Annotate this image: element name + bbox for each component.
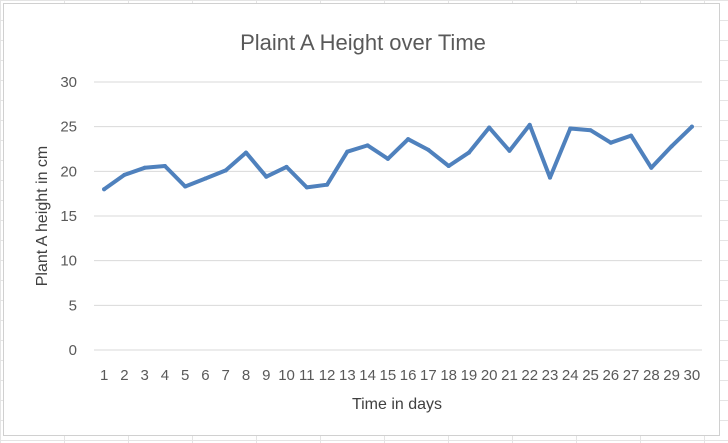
x-axis-title: Time in days [352, 396, 442, 413]
data-point-day-20[interactable] [487, 125, 492, 130]
x-tick-label-28: 28 [643, 367, 660, 384]
x-tick-label-3: 3 [140, 367, 148, 384]
data-point-day-27[interactable] [629, 133, 634, 138]
data-point-day-11[interactable] [304, 185, 309, 190]
x-tick-label-1: 1 [100, 367, 108, 384]
x-tick-label-2: 2 [120, 367, 128, 384]
data-point-day-4[interactable] [162, 163, 167, 168]
x-tick-label-23: 23 [542, 367, 559, 384]
x-tick-label-22: 22 [521, 367, 538, 384]
data-point-day-16[interactable] [406, 137, 411, 142]
x-tick-label-24: 24 [562, 367, 579, 384]
x-tick-label-30: 30 [684, 367, 701, 384]
x-tick-label-9: 9 [262, 367, 270, 384]
y-tick-label-20: 20 [60, 163, 77, 180]
x-tick-label-7: 7 [222, 367, 230, 384]
x-tick-label-11: 11 [299, 367, 315, 384]
data-point-day-8[interactable] [244, 150, 248, 155]
x-tick-label-18: 18 [440, 367, 457, 384]
x-tick-label-27: 27 [623, 367, 640, 384]
data-point-day-12[interactable] [325, 182, 330, 187]
data-point-day-1[interactable] [102, 187, 107, 192]
y-tick-label-30: 30 [60, 74, 77, 91]
data-point-day-10[interactable] [284, 164, 289, 169]
y-tick-label-15: 15 [60, 208, 77, 225]
x-tick-label-25: 25 [582, 367, 599, 384]
x-axis-ticks: 1 2 3 4 5 6 7 8 9 10 11 12 13 14 15 16 17 18 19 20 21 22 23 24 2… [100, 367, 700, 384]
y-tick-label-0: 0 [69, 342, 77, 359]
data-point-day-25[interactable] [588, 128, 593, 133]
x-tick-label-8: 8 [242, 367, 250, 384]
data-point-day-17[interactable] [426, 147, 431, 152]
x-tick-label-29: 29 [663, 367, 680, 384]
data-point-day-5[interactable] [183, 184, 188, 189]
x-tick-label-12: 12 [319, 367, 336, 384]
data-point-day-21[interactable] [507, 148, 512, 153]
x-tick-label-15: 15 [380, 367, 397, 384]
chart-area[interactable] [3, 3, 720, 436]
gridlines [94, 81, 702, 351]
data-point-day-18[interactable] [446, 163, 451, 168]
data-point-day-29[interactable] [669, 144, 674, 149]
x-tick-label-19: 19 [461, 367, 478, 384]
y-tick-label-10: 10 [60, 253, 77, 270]
data-point-day-30[interactable] [689, 124, 694, 129]
data-point-day-23[interactable] [548, 175, 552, 180]
data-point-day-26[interactable] [608, 140, 613, 145]
plot-area[interactable] [102, 122, 694, 192]
x-tick-label-4: 4 [161, 367, 169, 384]
x-tick-label-5: 5 [181, 367, 189, 384]
data-point-day-13[interactable] [345, 149, 350, 154]
data-point-day-22[interactable] [527, 122, 532, 127]
y-tick-label-5: 5 [69, 297, 77, 314]
y-tick-label-25: 25 [60, 119, 77, 136]
data-point-day-7[interactable] [223, 168, 228, 173]
x-tick-label-10: 10 [278, 367, 295, 384]
x-tick-label-6: 6 [201, 367, 209, 384]
y-axis-ticks: 0 5 10 15 20 25 30 [60, 74, 77, 359]
data-point-day-6[interactable] [203, 176, 208, 181]
x-tick-label-26: 26 [602, 367, 619, 384]
data-point-day-9[interactable] [264, 174, 269, 179]
data-point-day-28[interactable] [649, 165, 654, 170]
x-tick-label-16: 16 [400, 367, 417, 384]
y-axis-title: Plant A height in cm [34, 146, 51, 287]
chart-title: Plaint A Height over Time [240, 30, 486, 55]
x-tick-label-14: 14 [359, 367, 376, 384]
data-point-day-24[interactable] [568, 126, 573, 131]
x-tick-label-17: 17 [420, 367, 437, 384]
series-line-0[interactable] [102, 122, 694, 192]
data-point-day-3[interactable] [142, 165, 147, 170]
data-point-day-15[interactable] [385, 156, 390, 161]
data-point-day-19[interactable] [466, 150, 471, 155]
x-tick-label-21: 21 [501, 367, 518, 384]
x-tick-label-20: 20 [481, 367, 498, 384]
x-tick-label-13: 13 [339, 367, 356, 384]
data-point-day-2[interactable] [122, 172, 127, 177]
data-point-day-14[interactable] [365, 143, 370, 148]
